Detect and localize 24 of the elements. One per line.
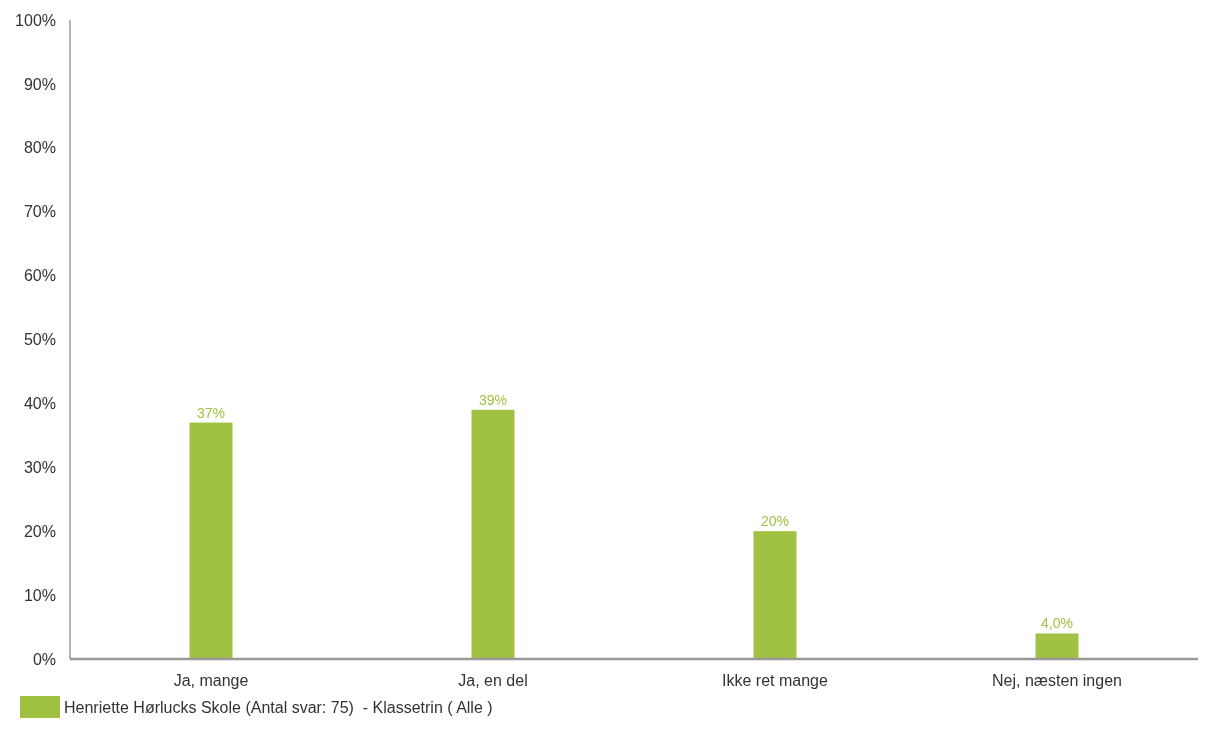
x-tick-label: Ja, en del — [458, 672, 528, 689]
y-tick-label: 60% — [23, 267, 56, 285]
y-tick-label: 70% — [23, 203, 56, 221]
y-tick-label: 20% — [23, 522, 56, 540]
data-label: 20% — [760, 513, 790, 530]
y-tick-label: 10% — [23, 586, 56, 604]
bar — [1035, 633, 1079, 659]
x-tick-label: Ja, mange — [173, 672, 249, 689]
data-label: 39% — [478, 391, 508, 408]
y-tick-label: 50% — [23, 331, 56, 349]
y-tick-label: 100% — [15, 11, 56, 29]
bar — [189, 422, 233, 659]
y-tick-label: 90% — [23, 75, 56, 93]
data-label: 4,0% — [1041, 615, 1073, 632]
bar — [753, 531, 797, 659]
y-tick-label: 40% — [23, 395, 56, 412]
legend-label: Henriette Hørlucks Skole (Antal svar: 75) - Klassetrin ( Alle ) — [64, 698, 493, 716]
y-tick-label: 30% — [23, 458, 56, 476]
y-tick-label: 80% — [23, 139, 56, 157]
y-tick-label: 0% — [32, 650, 56, 668]
x-tick-label: Ikke ret mange — [722, 672, 829, 689]
bar — [471, 409, 515, 659]
data-label: 37% — [196, 404, 226, 421]
x-tick-label: Nej, næsten ingen — [992, 672, 1122, 689]
